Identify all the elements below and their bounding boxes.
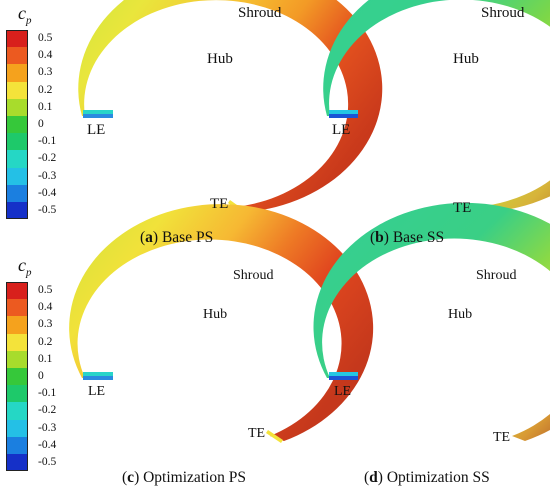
label-te: TE [453, 200, 471, 216]
colorbar-swatch [6, 316, 28, 334]
label-te: TE [248, 426, 265, 441]
label-le: LE [334, 384, 351, 399]
colorbar-tick-label: -0.4 [38, 438, 57, 451]
colorbar-swatch [6, 385, 28, 403]
label-shroud: Shroud [481, 5, 525, 21]
colorbar-swatch [6, 98, 28, 116]
colorbar-swatch [6, 402, 28, 420]
colorbar-swatch [6, 333, 28, 351]
label-hub: Hub [453, 51, 479, 67]
colorbar-swatch [6, 116, 28, 134]
colorbar-swatch [6, 184, 28, 202]
colorbar-tick-label: -0.4 [38, 186, 57, 199]
colorbar-tick-label: 0.3 [38, 66, 53, 79]
colorbar-swatch [6, 202, 28, 220]
colorbar-swatch [6, 282, 28, 300]
colorbar-swatch [6, 350, 28, 368]
colorbar-swatch [6, 368, 28, 386]
colorbar-tick-label: 0.1 [38, 100, 53, 113]
colorbar-swatch [6, 30, 28, 48]
colorbar-tick-label: 0.3 [38, 318, 53, 331]
colorbar-swatch [6, 150, 28, 168]
colorbar-swatch [6, 64, 28, 82]
caption-b: (b) Base SS [370, 229, 445, 246]
colorbar-tick-label: -0.1 [38, 387, 57, 400]
colorbar-swatch [6, 419, 28, 437]
label-le: LE [332, 122, 350, 138]
colorbar-swatch [6, 47, 28, 65]
colorbar-tick-label: 0.2 [38, 83, 53, 96]
colorbar-tick-label: -0.2 [38, 404, 57, 417]
label-te: TE [210, 196, 228, 212]
caption-a: (a) Base PS [140, 229, 214, 246]
colorbar-swatch [6, 454, 28, 472]
colorbar-swatch [6, 167, 28, 185]
label-hub: Hub [203, 307, 227, 322]
caption-d: (d) Optimization SS [364, 469, 490, 486]
blade-contour-optimization-ps [69, 204, 374, 443]
colorbar-tick-label: -0.2 [38, 152, 57, 165]
colorbar-tick-label: 0.5 [38, 32, 53, 44]
label-le: LE [87, 122, 105, 138]
colorbar-tick-label: 0.4 [38, 49, 53, 62]
colorbar-swatch [6, 299, 28, 317]
colorbar-tick-label: -0.3 [38, 421, 57, 434]
label-le: LE [88, 384, 105, 399]
label-shroud: Shroud [238, 5, 282, 21]
label-te: TE [493, 430, 510, 445]
label-hub: Hub [448, 307, 472, 322]
colorbar-tick-label: 0.1 [38, 352, 53, 365]
caption-c: (c) Optimization PS [122, 469, 247, 486]
colorbar-tick-label: 0.2 [38, 335, 53, 348]
label-shroud: Shroud [476, 268, 516, 283]
colorbar-title: cp [18, 3, 32, 27]
blade-contour-base-ps [78, 0, 383, 213]
colorbar-swatch [6, 436, 28, 454]
colorbar-tick-label: 0.5 [38, 284, 53, 296]
colorbar-tick-label: 0 [38, 118, 44, 130]
label-hub: Hub [207, 51, 233, 67]
colorbar-title: cp [18, 255, 32, 279]
colorbar-tick-label: -0.5 [38, 456, 57, 468]
colorbar-tick-label: -0.3 [38, 169, 57, 182]
colorbar-tick-label: -0.1 [38, 135, 57, 148]
colorbar-tick-label: -0.5 [38, 204, 57, 216]
blade-contour-optimization-ss [313, 202, 550, 441]
colorbar-swatch [6, 133, 28, 151]
label-shroud: Shroud [233, 268, 273, 283]
colorbar-tick-label: 0 [38, 370, 44, 382]
colorbar-tick-label: 0.4 [38, 301, 53, 314]
colorbar-swatch [6, 81, 28, 99]
